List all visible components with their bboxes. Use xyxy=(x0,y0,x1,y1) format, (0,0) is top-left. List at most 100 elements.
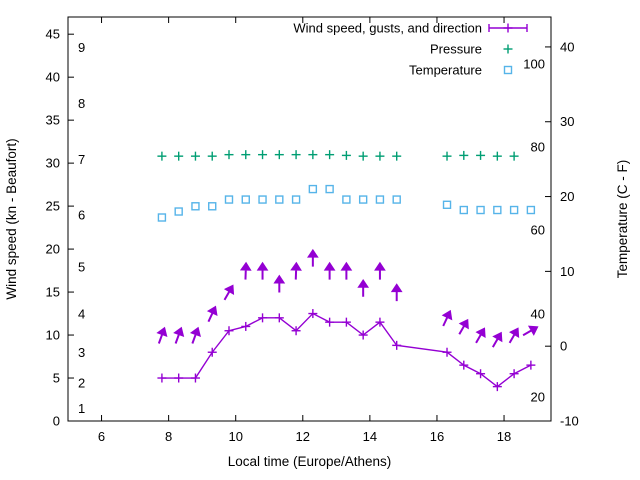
data-point xyxy=(476,150,486,160)
wind-direction-arrow xyxy=(290,261,302,280)
arrow-shape xyxy=(290,261,302,280)
data-point xyxy=(274,313,284,323)
arrow-shape xyxy=(156,326,168,344)
legend-label-2: Temperature xyxy=(409,63,482,78)
wind-direction-arrow xyxy=(156,326,168,344)
data-point xyxy=(258,195,267,204)
legend-marker xyxy=(503,65,513,75)
data-point xyxy=(308,150,318,160)
arrow-shape xyxy=(374,261,386,280)
data-point xyxy=(358,330,368,340)
y-tick-label: 5 xyxy=(53,371,60,386)
data-point xyxy=(174,207,183,216)
arrow-shape xyxy=(522,325,539,337)
beaufort-label: 4 xyxy=(78,307,85,322)
data-point xyxy=(526,205,536,215)
data-point xyxy=(157,373,167,383)
arrow-shape xyxy=(323,261,336,280)
data-point xyxy=(207,151,217,161)
arrow-shape xyxy=(340,261,353,280)
data-point xyxy=(492,151,502,161)
data-point xyxy=(325,317,335,327)
legend-marker xyxy=(503,44,513,54)
arrow-shape xyxy=(306,248,319,267)
wind-direction-arrow xyxy=(390,283,403,302)
data-point xyxy=(308,184,318,194)
beaufort-label: 6 xyxy=(78,208,85,223)
data-point xyxy=(224,195,234,204)
y2-tick-label: 40 xyxy=(560,39,574,54)
y-tick-label: 25 xyxy=(46,199,60,214)
data-point xyxy=(342,195,351,204)
fahrenheit-label: 100 xyxy=(523,56,545,71)
beaufort-label: 7 xyxy=(78,152,85,167)
x-tick-label: 12 xyxy=(296,429,310,444)
data-point xyxy=(341,150,351,160)
data-point xyxy=(459,150,469,160)
data-point xyxy=(526,360,536,370)
data-point xyxy=(509,205,519,215)
wind-direction-arrow xyxy=(239,261,252,280)
data-point xyxy=(341,317,351,327)
arrow-shape xyxy=(273,274,286,293)
wind-direction-arrow xyxy=(340,261,353,280)
x-tick-label: 16 xyxy=(430,429,444,444)
data-point xyxy=(291,195,301,204)
data-point xyxy=(392,340,402,350)
fahrenheit-label: 60 xyxy=(531,222,545,237)
data-point xyxy=(325,184,334,194)
wind-direction-arrow xyxy=(508,327,520,344)
arrow-shape xyxy=(189,326,201,344)
data-point xyxy=(190,373,200,383)
data-point xyxy=(493,205,502,215)
data-point xyxy=(174,151,184,161)
data-point xyxy=(325,150,335,160)
y2-tick-label: 30 xyxy=(560,114,574,129)
y2-tick-label: -10 xyxy=(560,414,579,429)
legend-label-1: Pressure xyxy=(430,42,482,57)
y-axis-title: Wind speed (kn - Beaufort) xyxy=(4,138,19,299)
data-point xyxy=(358,151,368,161)
wind-direction-arrow xyxy=(441,309,453,327)
data-point xyxy=(392,195,401,204)
arrow-shape xyxy=(390,283,403,302)
arrow-shape xyxy=(475,327,486,344)
data-point xyxy=(442,200,452,209)
y-tick-label: 10 xyxy=(46,328,60,343)
arrow-shape xyxy=(441,309,453,327)
x-tick-label: 10 xyxy=(228,429,242,444)
data-point xyxy=(191,202,200,211)
data-point xyxy=(375,317,385,327)
y2-axis-title: Temperature (C - F) xyxy=(615,160,630,279)
y2-tick-label: 0 xyxy=(560,339,567,354)
data-point xyxy=(258,313,268,323)
legend-label-0: Wind speed, gusts, and direction xyxy=(293,21,482,36)
arrow-shape xyxy=(256,261,269,280)
data-point xyxy=(207,347,217,357)
data-point xyxy=(476,205,485,215)
wind-direction-arrow xyxy=(475,327,486,344)
fahrenheit-label: 40 xyxy=(531,306,545,321)
data-point xyxy=(291,150,301,160)
arrow-shape xyxy=(206,305,218,323)
data-point xyxy=(375,195,385,204)
wind-direction-arrow xyxy=(522,325,539,337)
data-point xyxy=(509,369,519,379)
data-point xyxy=(476,369,486,379)
data-point xyxy=(224,150,234,160)
wind-direction-arrow xyxy=(458,318,469,335)
data-point xyxy=(492,382,502,392)
data-point xyxy=(157,213,167,222)
x-tick-label: 8 xyxy=(165,429,172,444)
data-point xyxy=(224,326,234,336)
x-axis-title: Local time (Europe/Athens) xyxy=(228,454,392,469)
data-point xyxy=(459,205,468,215)
wind-direction-arrow xyxy=(173,326,185,344)
fahrenheit-label: 80 xyxy=(531,139,545,154)
y-tick-label: 15 xyxy=(46,285,60,300)
data-point xyxy=(190,151,200,161)
beaufort-label: 5 xyxy=(78,259,85,274)
data-point xyxy=(358,195,368,204)
y2-tick-label: 10 xyxy=(560,264,574,279)
